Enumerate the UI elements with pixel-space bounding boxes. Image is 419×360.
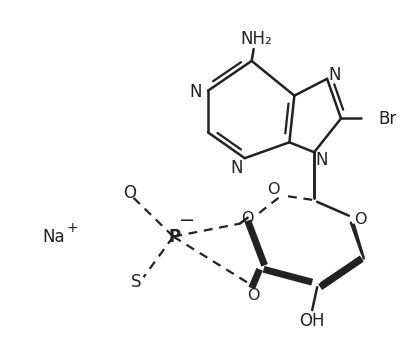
Text: Na: Na: [42, 228, 65, 246]
Text: N: N: [230, 159, 243, 177]
Text: N: N: [316, 151, 328, 169]
Text: O: O: [241, 211, 254, 226]
Text: O: O: [354, 212, 367, 227]
Text: O: O: [267, 183, 280, 197]
Text: Br: Br: [379, 111, 397, 129]
Text: N: N: [329, 66, 341, 84]
Text: P: P: [168, 228, 180, 246]
Text: N: N: [190, 83, 202, 101]
Text: −: −: [179, 211, 195, 230]
Text: O: O: [247, 288, 260, 303]
Text: S: S: [131, 273, 142, 291]
Text: OH: OH: [300, 312, 325, 330]
Text: +: +: [66, 221, 78, 235]
Text: O: O: [123, 184, 136, 202]
Text: NH₂: NH₂: [241, 30, 272, 48]
